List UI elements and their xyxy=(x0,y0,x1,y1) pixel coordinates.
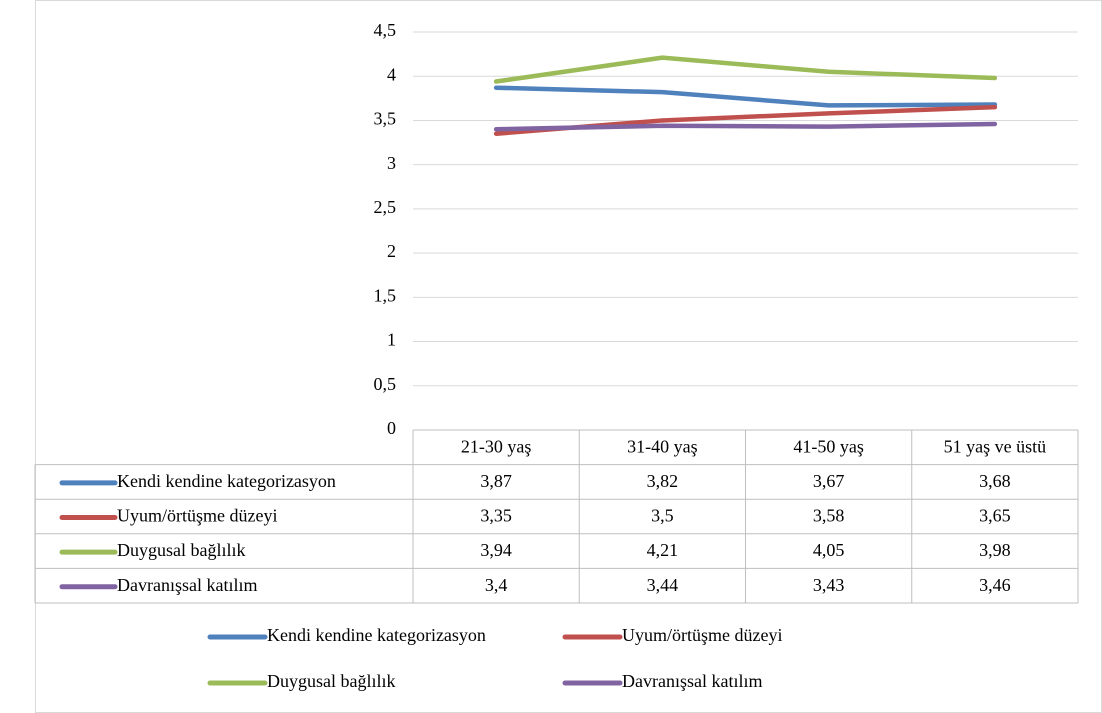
table-value: 3,65 xyxy=(979,506,1011,526)
y-tick-label: 0,5 xyxy=(374,374,397,394)
y-tick-label: 0 xyxy=(387,418,396,438)
table-series-name: Uyum/örtüşme düzeyi xyxy=(117,506,277,526)
legend-label: Uyum/örtüşme düzeyi xyxy=(622,625,782,645)
x-tick-label: 41-50 yaş xyxy=(793,436,864,456)
table-value: 3,67 xyxy=(813,471,845,491)
series-line xyxy=(493,121,998,132)
legend-label: Davranışsal katılım xyxy=(622,671,762,691)
y-tick-label: 1 xyxy=(387,330,396,350)
y-tick-label: 3 xyxy=(387,153,396,173)
table-value: 3,98 xyxy=(979,540,1011,560)
table-value: 3,5 xyxy=(651,506,674,526)
y-tick-label: 1,5 xyxy=(374,285,397,305)
table-value: 3,68 xyxy=(979,471,1011,491)
x-tick-label: 21-30 yaş xyxy=(461,436,532,456)
y-tick-label: 2,5 xyxy=(374,197,397,217)
series-line xyxy=(493,55,998,84)
series-line xyxy=(493,85,998,108)
table-value: 3,82 xyxy=(647,471,679,491)
y-tick-label: 2 xyxy=(387,241,396,261)
table-value: 3,44 xyxy=(647,575,679,595)
x-tick-label: 51 yaş ve üstü xyxy=(944,436,1047,456)
legend-label: Kendi kendine kategorizasyon xyxy=(267,625,486,645)
table-value: 4,21 xyxy=(647,540,679,560)
table-value: 3,4 xyxy=(485,575,508,595)
table-value: 3,58 xyxy=(813,506,845,526)
table-value: 3,87 xyxy=(480,471,512,491)
y-tick-label: 4 xyxy=(387,64,396,84)
table-series-name: Kendi kendine kategorizasyon xyxy=(117,471,336,491)
table-value: 3,46 xyxy=(979,575,1011,595)
table-series-name: Davranışsal katılım xyxy=(117,575,257,595)
table-value: 3,43 xyxy=(813,575,845,595)
legend-label: Duygusal bağlılık xyxy=(267,671,396,691)
table-value: 3,94 xyxy=(480,540,512,560)
x-tick-label: 31-40 yaş xyxy=(627,436,698,456)
y-tick-label: 3,5 xyxy=(374,109,397,129)
table-series-name: Duygusal bağlılık xyxy=(117,540,246,560)
y-tick-label: 4,5 xyxy=(374,20,397,40)
table-value: 3,35 xyxy=(480,506,512,526)
table-value: 4,05 xyxy=(813,540,845,560)
